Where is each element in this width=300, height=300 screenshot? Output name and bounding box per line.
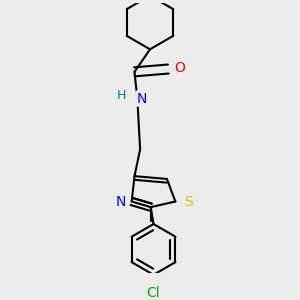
Text: N: N bbox=[115, 194, 126, 208]
Text: O: O bbox=[174, 61, 185, 75]
Text: Cl: Cl bbox=[147, 286, 160, 300]
Text: H: H bbox=[117, 89, 127, 102]
Text: N: N bbox=[136, 92, 147, 106]
Text: S: S bbox=[184, 194, 192, 208]
